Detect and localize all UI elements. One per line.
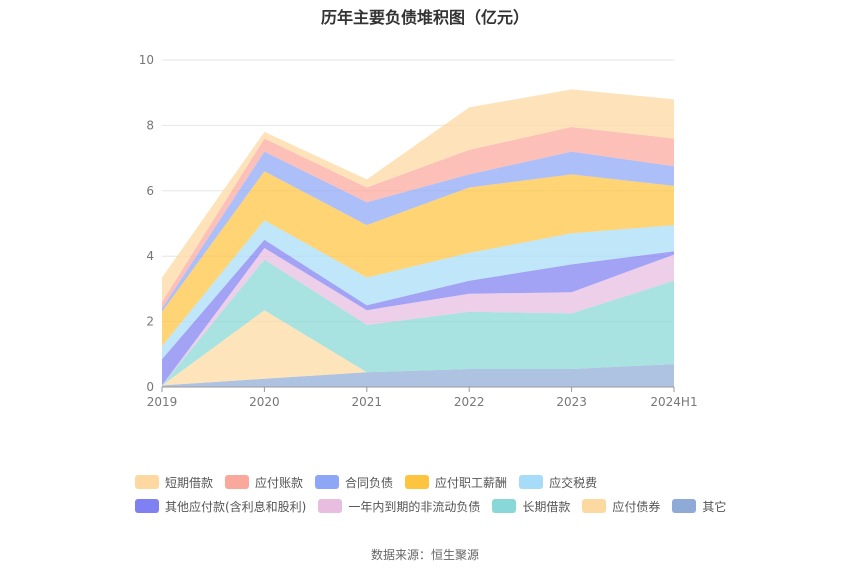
- area-series-1: [162, 310, 674, 386]
- y-tick-label: 4: [146, 249, 154, 263]
- data-source: 数据来源：恒生聚源: [370, 548, 479, 562]
- legend-swatch: [225, 475, 250, 489]
- x-tick-label: 2023: [556, 395, 587, 409]
- legend-row-2: 其他应付款(含利息和股利) 一年内到期的非流动负债 长期借款 应付债券 其它: [135, 494, 775, 518]
- legend-label: 应付债券: [612, 499, 661, 514]
- legend-item[interactable]: 应交税费: [519, 474, 597, 491]
- legend-swatch: [405, 475, 430, 489]
- x-tick-label: 2022: [454, 395, 485, 409]
- legend-label: 应付账款: [255, 475, 304, 490]
- y-tick-label: 6: [146, 184, 154, 198]
- legend-label: 长期借款: [522, 499, 571, 514]
- legend-label: 短期借款: [165, 475, 214, 490]
- area-series-5: [162, 220, 674, 360]
- legend-swatch: [582, 499, 607, 513]
- legend-item[interactable]: 应付账款: [225, 474, 303, 491]
- y-tick-label: 2: [146, 315, 154, 329]
- area-series: [162, 89, 674, 387]
- area-series-9: [162, 89, 674, 303]
- chart-title: 历年主要负债堆积图（亿元）: [320, 8, 529, 27]
- legend-swatch: [519, 475, 544, 489]
- legend-swatch: [318, 499, 343, 513]
- y-tick-label: 0: [146, 380, 154, 394]
- legend-item[interactable]: 其他应付款(含利息和股利): [135, 498, 306, 515]
- legend-item[interactable]: 应付债券: [582, 498, 660, 515]
- legend-item[interactable]: 其它: [672, 498, 726, 515]
- x-tick-label: 2024H1: [650, 395, 697, 409]
- legend-swatch: [492, 499, 517, 513]
- legend: 短期借款 应付账款 合同负债 应付职工薪酬 应交税费 其他应付款(含利息和股利) 一年内到…: [135, 470, 775, 518]
- legend-swatch: [135, 475, 159, 489]
- area-series-7: [162, 151, 674, 312]
- x-tick-label: 2019: [147, 395, 178, 409]
- legend-label: 一年内到期的非流动负债: [348, 499, 481, 514]
- legend-item[interactable]: 合同负债: [315, 474, 393, 491]
- area-series-3: [162, 248, 674, 386]
- x-tick-label: 2021: [352, 395, 383, 409]
- legend-swatch: [315, 475, 340, 489]
- legend-item[interactable]: 短期借款: [135, 474, 213, 491]
- area-series-6: [162, 171, 674, 347]
- x-tick-label: 2020: [249, 395, 280, 409]
- legend-label: 其他应付款(含利息和股利): [165, 499, 307, 514]
- area-series-0: [162, 364, 674, 387]
- legend-item[interactable]: 长期借款: [492, 498, 570, 515]
- area-series-8: [162, 127, 674, 309]
- y-tick-label: 10: [139, 53, 154, 67]
- legend-item[interactable]: 应付职工薪酬: [405, 474, 507, 491]
- y-tick-label: 8: [146, 118, 154, 132]
- area-series-4: [162, 239, 674, 386]
- legend-swatch: [135, 499, 159, 513]
- legend-item[interactable]: 一年内到期的非流动负债: [318, 498, 480, 515]
- axes: 2019 2020 2021 2022 2023 2024H1: [147, 386, 698, 409]
- legend-row-1: 短期借款 应付账款 合同负债 应付职工薪酬 应交税费: [135, 470, 775, 494]
- area-series-2: [162, 259, 674, 386]
- legend-label: 其它: [702, 499, 727, 514]
- legend-label: 应付职工薪酬: [435, 475, 508, 490]
- legend-label: 合同负债: [345, 475, 394, 490]
- legend-label: 应交税费: [549, 475, 598, 490]
- legend-swatch: [672, 499, 697, 513]
